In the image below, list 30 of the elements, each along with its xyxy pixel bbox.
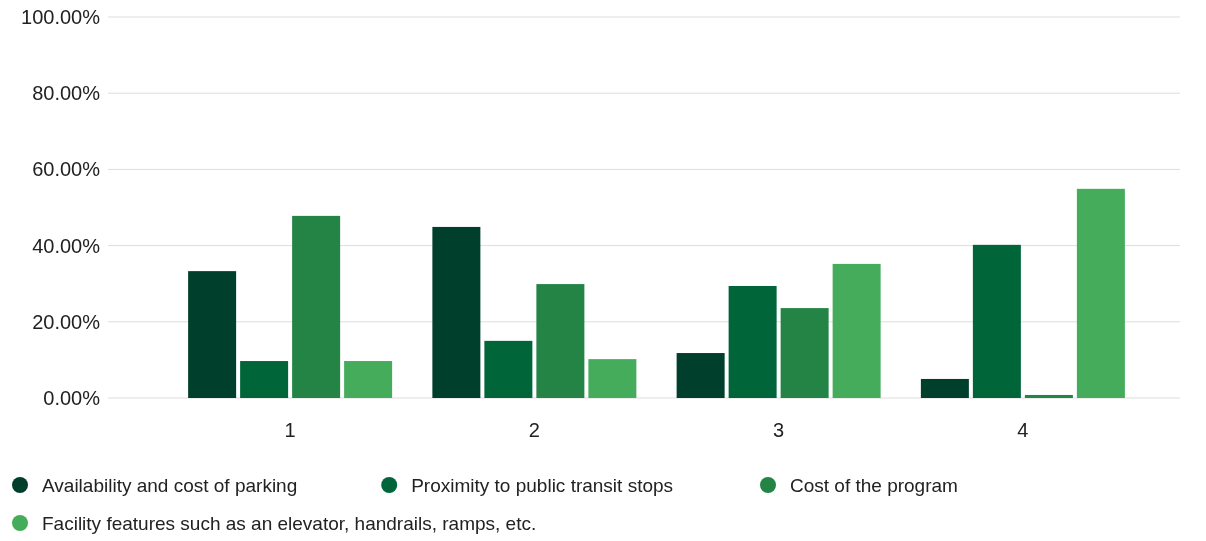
bar [728, 285, 777, 398]
bar [780, 308, 829, 398]
x-tick-label: 3 [773, 419, 785, 441]
x-tick-label: 2 [528, 419, 540, 441]
bar [344, 361, 393, 398]
bar [676, 353, 725, 398]
bar [1076, 188, 1125, 398]
legend-label: Facility features such as an elevator, handrails, ramps, etc. [42, 512, 537, 534]
x-tick-label: 4 [1017, 419, 1029, 441]
y-tick-label: 20.00% [32, 310, 101, 333]
x-tick-label: 1 [284, 419, 296, 441]
legend-label: Availability and cost of parking [42, 474, 298, 496]
y-tick-label: 80.00% [32, 82, 101, 105]
y-tick-label: 100.00% [21, 6, 101, 28]
y-tick-label: 60.00% [32, 158, 101, 181]
legend-label: Cost of the program [790, 474, 958, 496]
bar [188, 271, 237, 398]
bar [920, 378, 969, 398]
bar [1024, 394, 1073, 398]
bar [240, 361, 289, 398]
bar [588, 359, 637, 398]
bar [432, 226, 481, 398]
bar [832, 263, 881, 398]
y-tick-label: 0.00% [43, 387, 101, 409]
legend-label: Proximity to public transit stops [411, 474, 674, 496]
bar [972, 244, 1021, 398]
bar [292, 215, 341, 398]
bar [536, 284, 585, 398]
y-tick-label: 40.00% [32, 234, 101, 257]
bar [484, 340, 533, 398]
